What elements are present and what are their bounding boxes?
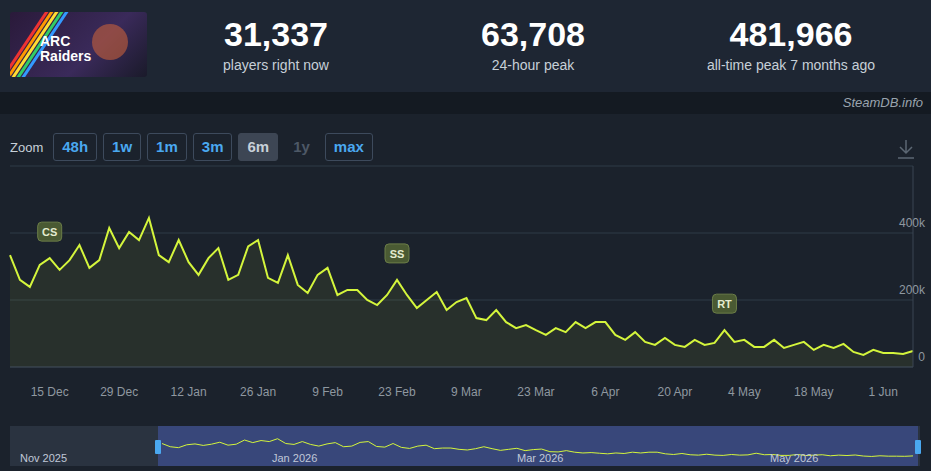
svg-text:CS: CS (42, 226, 57, 238)
svg-text:23 Feb: 23 Feb (378, 385, 416, 399)
svg-text:29 Dec: 29 Dec (100, 385, 138, 399)
html-text:Zoom: Zoom (10, 139, 44, 155)
html-text:63,708: 63,708 (481, 15, 585, 53)
svg-text:RT: RT (717, 298, 732, 310)
svg-text:15 Dec: 15 Dec (31, 385, 69, 399)
html-text:SteamDB.info: SteamDB.info (842, 95, 923, 110)
svg-text:9 Feb: 9 Feb (312, 385, 343, 399)
svg-text:SS: SS (390, 248, 405, 260)
html-text:3m: 3m (201, 138, 224, 155)
html-text:481,966: 481,966 (729, 15, 853, 53)
svg-text:4 May: 4 May (728, 385, 761, 399)
svg-text:400k: 400k (899, 216, 926, 230)
html-text:31,337: 31,337 (224, 15, 328, 53)
html-text:Nov 2025: Nov 2025 (20, 452, 68, 464)
svg-text:18 May: 18 May (794, 385, 833, 399)
html-text:24-hour peak: 24-hour peak (491, 57, 575, 73)
svg-text:26 Jan: 26 Jan (240, 385, 276, 399)
html-text:players right now: players right now (223, 57, 329, 73)
svg-text:9 Mar: 9 Mar (451, 385, 482, 399)
html-text:48h: 48h (62, 138, 89, 155)
html-text:1m: 1m (156, 138, 178, 155)
svg-text:200k: 200k (899, 283, 926, 297)
svg-text:20 Apr: 20 Apr (657, 385, 692, 399)
html-text:ARC Raiders: ARC Raiders (40, 33, 92, 64)
svg-text:1 Jun: 1 Jun (869, 385, 898, 399)
html-text:1w: 1w (112, 138, 133, 155)
svg-text:12 Jan: 12 Jan (171, 385, 207, 399)
html-text:Mar 2026: Mar 2026 (517, 452, 564, 464)
svg-text:0: 0 (918, 350, 925, 364)
html-text:Jan 2026: Jan 2026 (272, 452, 318, 464)
svg-text:6 Apr: 6 Apr (591, 385, 619, 399)
html-text:1y: 1y (293, 138, 310, 155)
html-text:6m: 6m (247, 138, 270, 155)
html-text:max: max (333, 138, 364, 155)
html-text:all-time peak 7 months ago: all-time peak 7 months ago (707, 57, 875, 73)
html-text:May 2026: May 2026 (770, 452, 819, 464)
svg-text:23 Mar: 23 Mar (517, 385, 554, 399)
